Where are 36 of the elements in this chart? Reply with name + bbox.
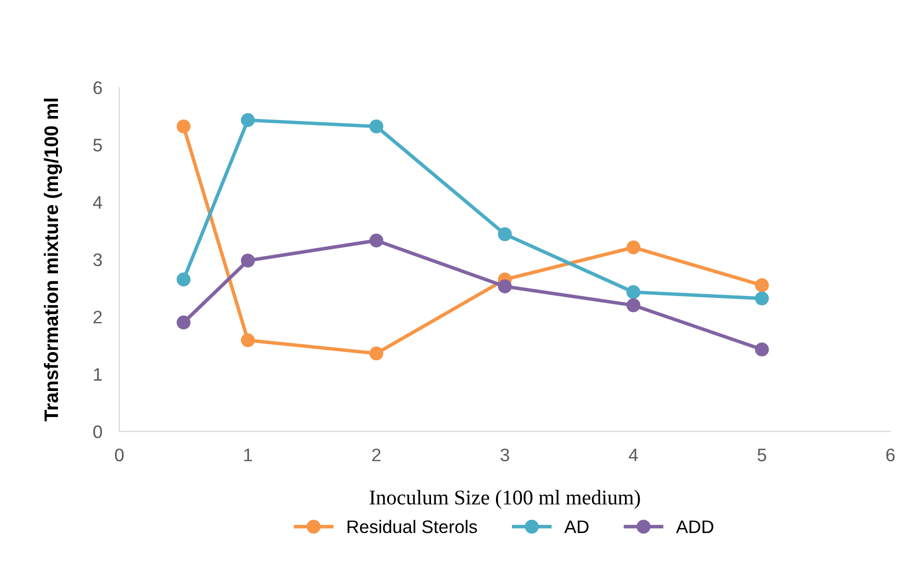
y-tick-label: 6 — [94, 81, 102, 94]
y-tick-label: 4 — [93, 196, 102, 209]
y-tick-label: 1 — [94, 368, 102, 381]
x-tick-label: 6 — [886, 448, 895, 462]
point — [754, 342, 769, 356]
legend-label: ADD — [676, 520, 714, 533]
point — [626, 298, 640, 312]
point — [176, 316, 191, 330]
point — [498, 279, 512, 294]
x-tick-label: 2 — [372, 448, 380, 462]
point — [240, 254, 255, 268]
point — [240, 113, 255, 128]
point — [240, 333, 255, 348]
point — [369, 119, 384, 134]
x-tick-label: 5 — [758, 448, 766, 462]
y-tick-label: 0 — [93, 425, 102, 438]
x-tick-label: 1 — [244, 448, 252, 462]
point — [626, 240, 640, 254]
x-tick-label: 4 — [628, 448, 638, 462]
y-tick-label: 5 — [93, 138, 102, 152]
point — [176, 272, 191, 286]
point — [176, 119, 191, 134]
point — [369, 346, 384, 360]
x-tick-label: 3 — [500, 448, 510, 462]
x-tick-label: 0 — [115, 448, 124, 462]
legend-label: AD — [564, 520, 589, 533]
point — [754, 291, 769, 306]
y-tick-label: 2 — [94, 310, 102, 324]
x-axis-title: Inoculum Size (100 ml medium) — [370, 490, 640, 509]
y-axis-title: Transformation mixture (mg/100 ml — [44, 98, 62, 422]
point — [498, 227, 512, 242]
point — [754, 278, 769, 292]
point — [626, 285, 640, 300]
y-tick-label: 3 — [93, 253, 102, 266]
legend-label: Residual Sterols — [348, 520, 477, 534]
point — [369, 234, 384, 248]
